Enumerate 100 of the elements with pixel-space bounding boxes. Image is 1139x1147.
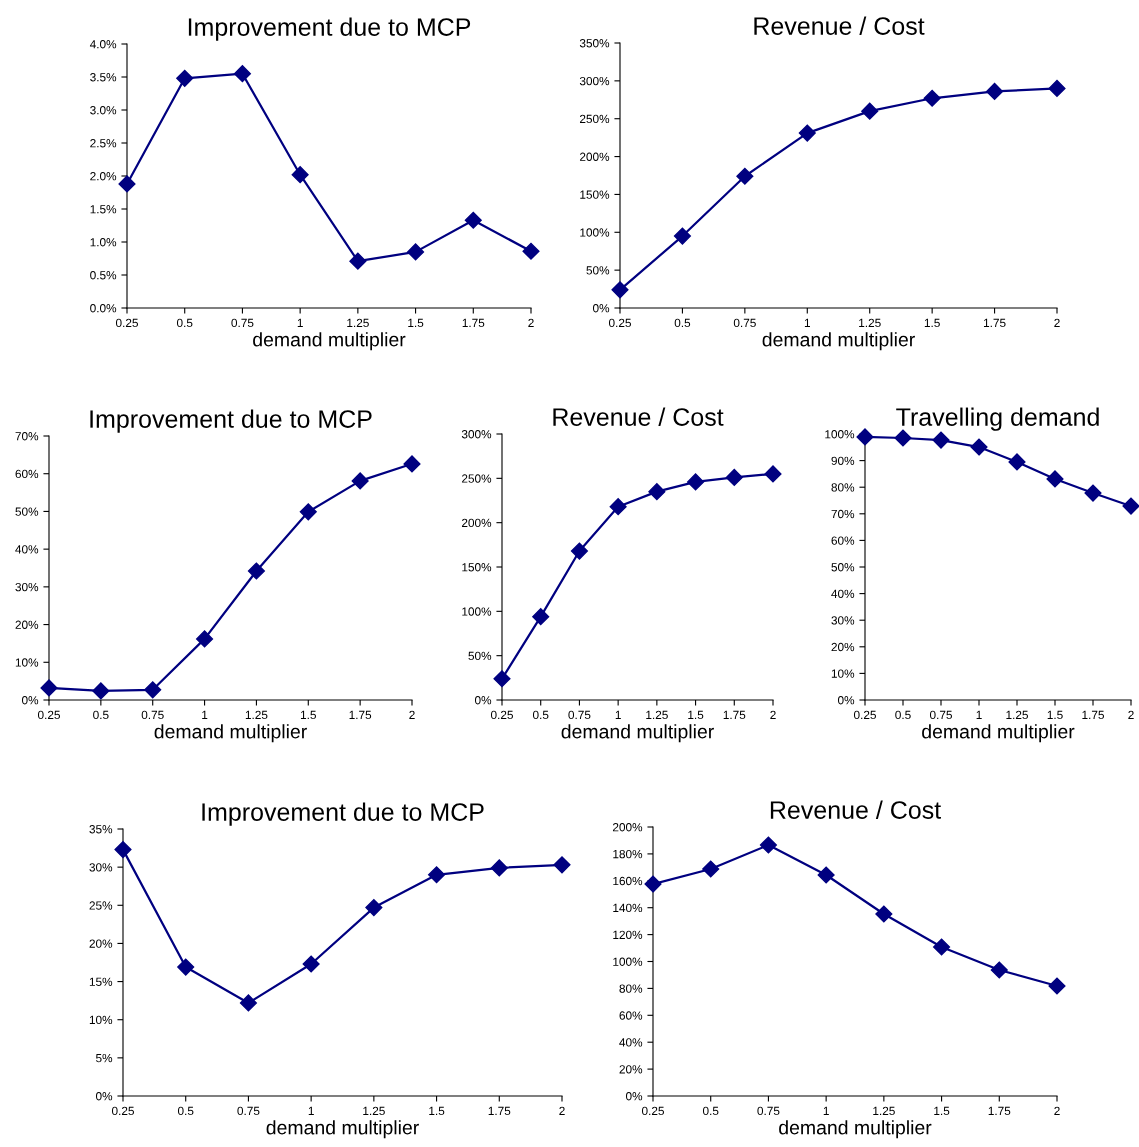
x-tick-label: 1.5 <box>924 318 940 328</box>
y-tick-label: 100% <box>825 430 855 439</box>
y-tick-label: 50% <box>831 563 855 572</box>
chart-title: Improvement due to MCP <box>202 802 484 826</box>
point <box>114 841 132 859</box>
x-tick-label: 1 <box>804 318 810 327</box>
x-axis-title: demand multiplier <box>922 724 1075 743</box>
x-tick-label: 0.75 <box>929 710 952 720</box>
x-tick-label: 0.5 <box>177 1106 194 1116</box>
y-tick-label: 140% <box>613 903 643 913</box>
x-tick-label: 2 <box>559 1106 565 1115</box>
x-tick-label: 0.5 <box>176 318 193 328</box>
x-tick-label: 1 <box>976 710 982 719</box>
y-tick-label: 150% <box>580 190 610 199</box>
point <box>687 473 705 491</box>
y-tick-label: 350% <box>579 39 610 48</box>
x-tick-label: 1.25 <box>859 318 881 328</box>
y-tick-label: 40% <box>831 589 855 598</box>
point <box>196 630 214 648</box>
y-tick-label: 90% <box>831 456 855 465</box>
y-tick-label: 100% <box>613 957 643 966</box>
x-tick-label: 1.75 <box>488 1106 511 1116</box>
x-tick-label: 1.5 <box>688 710 704 720</box>
point <box>403 455 421 473</box>
x-tick-label: 1.5 <box>408 318 424 328</box>
x-tick-label: 1.5 <box>429 1106 445 1116</box>
x-tick-label: 1 <box>615 710 621 719</box>
point <box>1048 79 1066 97</box>
x-tick-label: 0.75 <box>231 318 254 328</box>
x-tick-label: 1.5 <box>1047 710 1063 720</box>
y-tick-label: 60% <box>619 1011 643 1020</box>
y-tick-label: 0% <box>474 696 492 705</box>
point <box>233 65 251 83</box>
y-tick-label: 0.0% <box>90 304 117 313</box>
x-tick-label: 0.25 <box>115 318 138 328</box>
x-tick-label: 1.25 <box>245 710 268 720</box>
point <box>970 438 988 456</box>
x-tick-label: 0.25 <box>490 710 513 720</box>
x-tick-label: 1.5 <box>300 710 316 720</box>
y-tick-label: 70% <box>831 509 855 519</box>
point <box>464 211 482 229</box>
x-tick-label: 0.5 <box>895 710 911 720</box>
point <box>856 428 874 446</box>
point <box>648 483 666 501</box>
x-tick-label: 0.75 <box>568 710 591 720</box>
point <box>673 227 691 245</box>
point <box>40 679 58 697</box>
y-tick-label: 0% <box>21 696 39 705</box>
chart-title: Revenue / Cost <box>553 407 724 426</box>
y-tick-label: 20% <box>619 1065 643 1074</box>
point <box>407 243 425 261</box>
point <box>177 958 195 976</box>
y-tick-label: 20% <box>831 642 855 652</box>
point <box>725 468 743 486</box>
point <box>349 252 367 270</box>
point <box>493 670 511 688</box>
y-tick-label: 300% <box>461 430 492 439</box>
point <box>522 242 540 260</box>
point <box>875 905 893 923</box>
point <box>817 866 835 884</box>
x-tick-label: 2 <box>1054 318 1060 327</box>
point <box>932 431 950 449</box>
point <box>299 503 317 521</box>
y-tick-label: 5% <box>95 1053 113 1063</box>
x-tick-label: 1.75 <box>983 318 1006 328</box>
x-tick-label: 2 <box>1128 710 1134 719</box>
y-tick-label: 0% <box>592 304 610 313</box>
x-tick-label: 0.5 <box>702 1106 719 1116</box>
chart-title: Revenue / Cost <box>770 800 941 819</box>
y-tick-label: 100% <box>580 228 610 237</box>
point <box>570 542 588 560</box>
y-tick-label: 60% <box>831 536 855 545</box>
y-tick-label: 25% <box>89 901 113 910</box>
y-tick-label: 2.5% <box>90 139 117 148</box>
y-tick-label: 70% <box>15 432 39 441</box>
chart-title: Travelling demand <box>896 407 1099 431</box>
y-tick-label: 10% <box>15 658 39 667</box>
point <box>365 899 383 917</box>
y-tick-label: 40% <box>619 1038 643 1047</box>
y-tick-label: 50% <box>15 507 39 516</box>
y-tick-label: 60% <box>15 469 39 479</box>
x-tick-label: 0.25 <box>853 710 876 720</box>
y-tick-label: 0% <box>837 696 855 705</box>
y-tick-label: 30% <box>89 863 113 872</box>
x-tick-label: 2 <box>409 710 415 719</box>
x-axis-title: demand multiplier <box>253 332 406 351</box>
point <box>611 281 629 299</box>
point <box>933 938 951 956</box>
y-tick-label: 80% <box>831 483 855 492</box>
y-tick-label: 1.0% <box>90 238 117 247</box>
point <box>291 166 309 184</box>
y-tick-label: 1.5% <box>90 205 117 214</box>
point <box>1122 497 1139 515</box>
y-tick-label: 300% <box>579 76 610 86</box>
y-tick-label: 0% <box>625 1092 643 1101</box>
x-tick-label: 1.25 <box>646 710 668 720</box>
x-tick-label: 1.25 <box>873 1106 895 1116</box>
point <box>702 860 720 878</box>
point <box>118 175 136 193</box>
point <box>644 875 662 893</box>
